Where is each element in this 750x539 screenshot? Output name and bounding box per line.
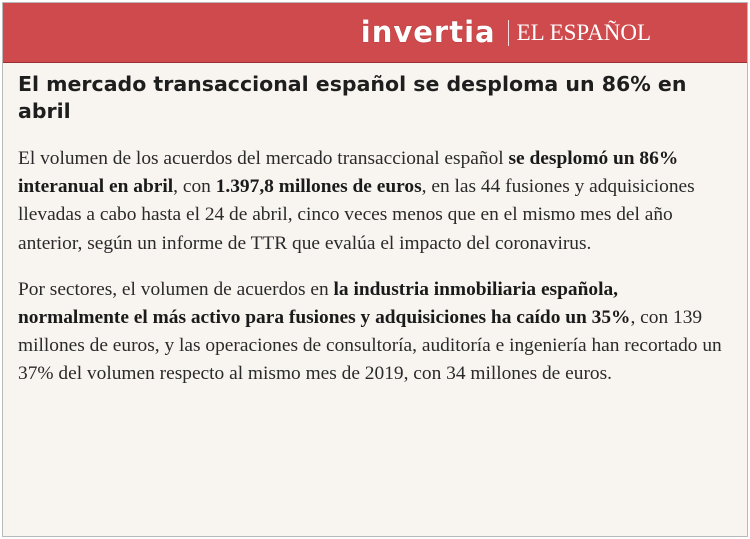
p1-bold-1: se desplomó un 86% interanual en abril [18, 148, 679, 198]
article-body: El volumen de los acuerdos del mercado t… [18, 145, 725, 389]
p2-bold-1: la industria inmobiliaria española, norm… [18, 278, 631, 329]
article-headline: El mercado transaccional español se desp… [18, 72, 687, 123]
p1-bold-2: 1.397,8 millones de euros [215, 176, 422, 198]
paragraph-1: El volumen de los acuerdos del mercado t… [18, 145, 725, 258]
p1-text-2: , con [173, 176, 216, 198]
paragraph-2: Por sectores, el volumen de acuerdos en … [18, 276, 725, 389]
site-header: invertia EL ESPAÑOL [3, 3, 747, 63]
p1-text-3: , en las 44 fusiones y adquisiciones lle… [18, 176, 695, 254]
logo-divider [507, 19, 509, 46]
p2-text-2: , con 139 millones de euros, y las opera… [18, 307, 722, 385]
p1-text-1: El volumen de los acuerdos del mercado t… [18, 148, 509, 169]
p2-text-1: Por sectores, el volumen de acuerdos en [18, 278, 334, 300]
invertia-logo[interactable]: invertia [360, 15, 496, 49]
el-espanol-logo[interactable]: EL ESPAÑOL [516, 20, 651, 45]
